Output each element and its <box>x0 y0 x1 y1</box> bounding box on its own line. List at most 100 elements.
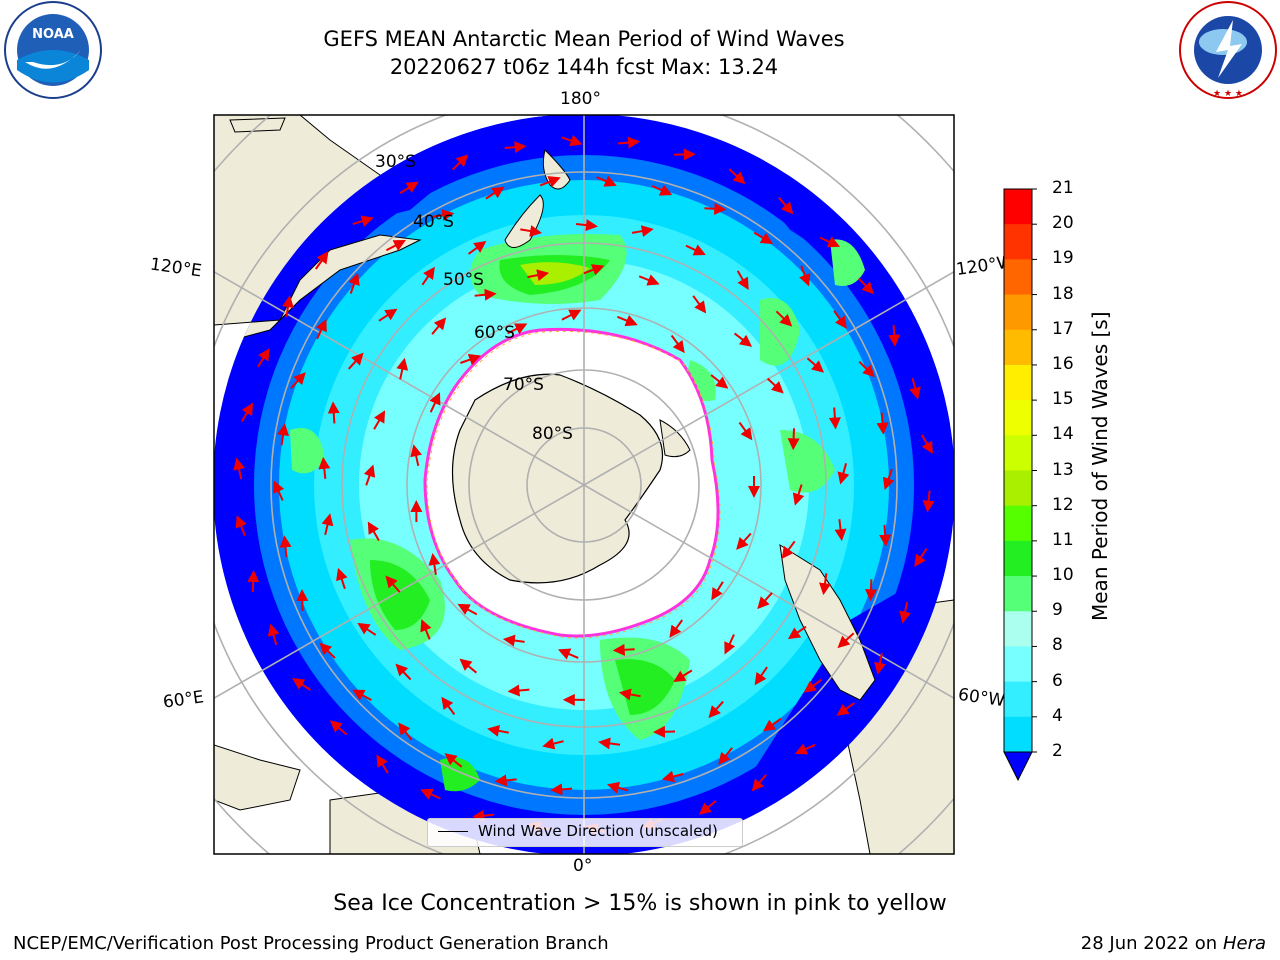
wind-arrow <box>669 619 684 638</box>
wind-arrow <box>833 310 847 329</box>
wind-arrow <box>385 575 401 593</box>
wind-arrow <box>527 269 550 282</box>
footer-credit: NCEP/EMC/Verification Post Processing Pr… <box>13 933 609 954</box>
colorbar-tick-label: 21 <box>1052 178 1074 198</box>
wind-arrow <box>373 410 386 430</box>
wind-arrow <box>348 272 360 294</box>
wind-arrow <box>757 592 773 610</box>
colorbar-extend-min <box>1003 751 1033 782</box>
colorbar-tick-label: 11 <box>1052 529 1074 550</box>
colorbar-band <box>1004 400 1032 436</box>
wind-arrow <box>753 231 774 245</box>
colorbar-tick-label: 15 <box>1052 389 1074 410</box>
wind-arrow <box>638 274 660 286</box>
wind-arrow <box>612 643 635 656</box>
colorbar-tick-label: 14 <box>1052 424 1074 445</box>
wind-arrow <box>357 622 377 636</box>
footer-date: 28 Jun 2022 on Hera <box>1081 933 1266 954</box>
wind-arrow <box>315 318 327 340</box>
wind-arrow <box>520 225 543 237</box>
wind-arrow <box>367 521 380 542</box>
wind-arrow <box>799 265 811 287</box>
wind-arrow <box>502 634 525 647</box>
colorbar-tick-label: 18 <box>1052 283 1074 304</box>
wind-arrow <box>561 309 582 321</box>
wind-arrow <box>363 464 376 486</box>
wind-arrow <box>792 484 805 506</box>
colorbar-band <box>1004 435 1032 471</box>
wind-arrow <box>736 532 752 550</box>
wind-arrow <box>267 623 280 646</box>
wind-arrow <box>834 519 847 542</box>
wind-arrow <box>410 444 422 467</box>
legend-text: Wind Wave Direction (unscaled) <box>478 822 718 840</box>
chart-subtitle: 20220627 t06z 144h fcst Max: 13.24 <box>389 55 779 79</box>
wind-arrow <box>698 800 717 815</box>
wind-arrow <box>631 225 654 238</box>
wind-arrow <box>724 634 736 655</box>
wind-arrow <box>858 277 874 295</box>
wind-arrow <box>290 372 306 389</box>
wind-arrow <box>257 348 270 368</box>
wind-arrow <box>273 480 285 501</box>
wind-arrow <box>673 669 693 683</box>
noaa-logo: NOAA <box>4 1 102 99</box>
wind-arrow <box>888 324 901 347</box>
wind-arrow <box>661 770 684 783</box>
wind-arrow <box>504 141 527 154</box>
wind-arrow <box>921 434 933 454</box>
wind-arrow <box>233 457 245 480</box>
wind-arrow <box>775 310 793 327</box>
wind-arrow <box>292 678 312 691</box>
wind-arrow <box>708 700 724 719</box>
wind-arrow <box>451 154 469 171</box>
colorbar-band <box>1004 611 1032 647</box>
colorbar <box>1003 188 1037 782</box>
wind-arrow <box>882 468 895 490</box>
colorbar-band <box>1004 294 1032 331</box>
wind-arrow <box>858 360 875 378</box>
wind-arrow <box>710 374 729 389</box>
wind-arrow <box>914 548 928 568</box>
colorbar-tick-label: 6 <box>1052 670 1063 691</box>
wind-arrow <box>864 579 877 602</box>
colorbar-band <box>1004 329 1032 366</box>
colorbar-tick-label: 16 <box>1052 353 1074 374</box>
wind-arrow <box>277 423 290 446</box>
lat-label-30s: 30°S <box>375 152 416 172</box>
wind-arrow <box>420 619 432 640</box>
wind-arrow <box>378 308 398 322</box>
wind-arrow <box>806 357 825 373</box>
wind-arrow <box>467 240 487 255</box>
wind-arrow <box>879 524 892 547</box>
wind-arrow <box>336 567 348 590</box>
wind-arrow <box>314 251 329 270</box>
wind-arrow <box>618 688 641 701</box>
wind-arrow <box>670 334 685 354</box>
wind-arrow <box>398 722 413 741</box>
wind-arrow <box>828 407 841 430</box>
wind-arrow <box>738 421 753 441</box>
wind-arrow <box>474 288 497 301</box>
wind-arrow <box>733 332 753 347</box>
wind-arrow <box>754 666 768 686</box>
wind-arrow <box>329 720 348 736</box>
wind-wave-arrows <box>233 134 935 836</box>
wind-arrow <box>617 315 638 327</box>
legend-line-symbol <box>438 831 468 832</box>
colorbar-band <box>1004 364 1032 401</box>
wind-arrow <box>819 573 831 596</box>
colorbar-tick-label: 2 <box>1052 741 1063 761</box>
wind-arrow <box>787 625 807 640</box>
colorbar-tick-label: 4 <box>1052 705 1063 726</box>
wind-arrow <box>396 357 409 380</box>
wind-arrow <box>296 589 309 612</box>
colorbar-tick-label: 19 <box>1052 248 1074 269</box>
wind-arrow <box>352 215 374 227</box>
colorbar-band <box>1004 189 1032 225</box>
wind-arrow <box>327 401 340 424</box>
wind-arrow <box>399 181 419 194</box>
wind-arrow <box>718 747 733 765</box>
lon-label-180: 180° <box>560 89 601 109</box>
colorbar-tick-label: 9 <box>1052 600 1063 621</box>
